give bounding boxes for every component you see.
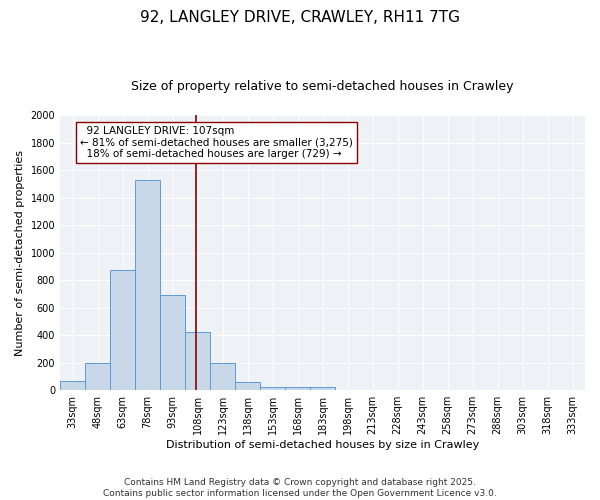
Text: 92, LANGLEY DRIVE, CRAWLEY, RH11 7TG: 92, LANGLEY DRIVE, CRAWLEY, RH11 7TG [140,10,460,25]
Bar [110,270,135,390]
Bar [185,332,210,390]
Bar [160,296,185,390]
X-axis label: Distribution of semi-detached houses by size in Crawley: Distribution of semi-detached houses by … [166,440,479,450]
Text: 92 LANGLEY DRIVE: 107sqm
← 81% of semi-detached houses are smaller (3,275)
  18%: 92 LANGLEY DRIVE: 107sqm ← 81% of semi-d… [80,126,353,159]
Bar [135,180,160,390]
Y-axis label: Number of semi-detached properties: Number of semi-detached properties [15,150,25,356]
Bar [235,382,260,390]
Bar [60,380,85,390]
Text: Contains HM Land Registry data © Crown copyright and database right 2025.
Contai: Contains HM Land Registry data © Crown c… [103,478,497,498]
Bar [85,364,110,390]
Bar [260,387,285,390]
Bar [285,388,310,390]
Title: Size of property relative to semi-detached houses in Crawley: Size of property relative to semi-detach… [131,80,514,93]
Bar [310,388,335,390]
Bar [210,364,235,390]
